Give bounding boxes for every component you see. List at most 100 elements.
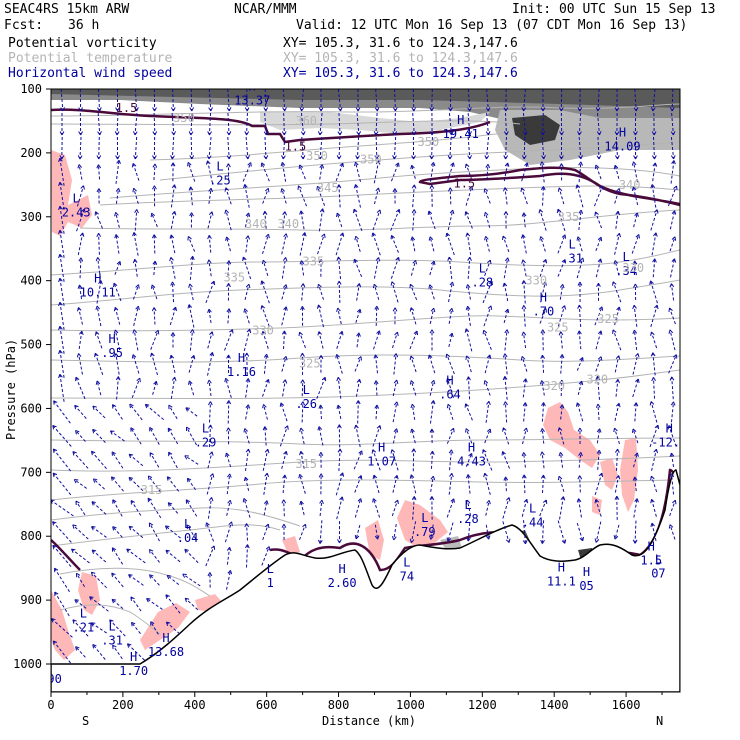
- extremum-value: .70: [533, 304, 555, 318]
- wind-vector: [260, 280, 270, 304]
- wind-vector: [669, 452, 675, 467]
- wind-vector: [484, 137, 490, 160]
- wind-vector: [447, 256, 453, 279]
- wind-vector: [428, 236, 435, 252]
- theta-contour-label: 345: [317, 181, 339, 195]
- wind-vector: [243, 428, 250, 444]
- x-tick-label: 1200: [468, 698, 497, 712]
- wind-vector: [540, 329, 546, 351]
- wind-vector: [521, 474, 527, 494]
- extremum-kind: H: [648, 540, 655, 554]
- wind-vector: [522, 402, 528, 422]
- theta-contour-label: 335: [223, 270, 245, 284]
- wind-vector: [263, 353, 269, 374]
- wind-vector: [335, 232, 345, 256]
- wind-vector: [96, 136, 102, 160]
- extremum-value: 90: [47, 672, 61, 686]
- extremum-marker: H1.07: [367, 441, 396, 469]
- wind-vector: [170, 184, 177, 208]
- wind-vector: [58, 349, 65, 378]
- wind-vector: [187, 162, 196, 182]
- wind-vector: [77, 136, 83, 160]
- wind-vector: [299, 210, 305, 230]
- wind-vector: [96, 232, 102, 255]
- extremum-value: .44: [522, 515, 544, 529]
- wind-vector: [185, 426, 197, 446]
- wind-vector: [150, 621, 159, 635]
- wind-vector: [243, 308, 250, 324]
- wind-vector: [411, 496, 417, 520]
- x-tick-label: 1000: [396, 698, 425, 712]
- wind-vector: [317, 233, 326, 255]
- wind-vector: [226, 354, 231, 374]
- extremum-marker: H.95: [101, 332, 123, 360]
- wind-vector: [390, 281, 399, 303]
- wind-vector: [670, 258, 677, 278]
- wind-vector: [614, 495, 620, 520]
- wind-vector: [483, 211, 491, 228]
- extremum-kind: H: [130, 650, 137, 664]
- wind-vector: [335, 212, 343, 228]
- wind-vector: [152, 89, 157, 112]
- wind-vector: [58, 229, 65, 258]
- wind-vector: [614, 112, 620, 136]
- extremum-value: 1.70: [119, 664, 148, 678]
- extremum-marker: L1: [267, 562, 274, 590]
- wind-vector: [170, 376, 177, 399]
- wind-vector: [373, 257, 381, 279]
- wind-vector: [595, 89, 601, 112]
- wind-vector: [75, 646, 86, 658]
- wind-vector: [448, 332, 454, 348]
- wind-vector: [208, 89, 213, 112]
- wind-vector: [651, 136, 657, 160]
- wind-vector: [226, 499, 232, 516]
- wind-vector: [633, 112, 638, 136]
- wind-vector: [132, 259, 138, 277]
- wind-vector: [392, 136, 397, 160]
- wind-vector: [298, 331, 306, 349]
- wind-vector: [94, 352, 104, 375]
- wind-vector: [244, 212, 251, 228]
- wind-vector: [76, 208, 86, 232]
- wind-vector: [649, 401, 658, 423]
- wind-vector: [429, 112, 435, 136]
- extremum-marker: L.31: [561, 237, 583, 265]
- wind-vector: [262, 404, 268, 420]
- extremum-kind: H: [583, 565, 590, 579]
- wind-vector: [576, 257, 585, 279]
- wind-vector: [557, 187, 565, 205]
- wind-vector: [111, 451, 124, 469]
- wind-vector: [78, 89, 83, 112]
- wind-vector: [114, 234, 120, 254]
- wind-vector: [557, 520, 567, 544]
- extremum-marker: L.31: [101, 619, 123, 647]
- wind-vector: [356, 283, 362, 301]
- wind-vector: [374, 89, 380, 112]
- extremum-kind: L: [73, 191, 80, 205]
- wind-vector: [90, 450, 107, 470]
- wind-vector: [467, 112, 472, 136]
- wind-vector: [224, 209, 232, 231]
- wind-vector: [372, 283, 380, 300]
- wind-vector: [280, 188, 287, 204]
- y-tick-label: 100: [20, 82, 42, 96]
- x-tick-label: 0: [47, 698, 54, 712]
- x-axis-label: Distance (km): [322, 714, 416, 728]
- wind-vector: [430, 475, 436, 492]
- wind-vector: [52, 448, 72, 472]
- wind-vector: [392, 401, 399, 423]
- wind-vector: [557, 475, 565, 492]
- theta-contour-label: 325: [597, 312, 619, 326]
- wind-vector: [392, 89, 398, 112]
- extremum-marker: L74: [400, 556, 414, 584]
- wind-vector: [148, 549, 160, 563]
- wind-vector: [207, 211, 214, 229]
- wind-vector: [504, 112, 509, 136]
- wind-vector: [281, 499, 287, 517]
- wind-vector: [650, 331, 658, 349]
- layer-wind-xy: XY= 105.3, 31.6 to 124.3,147.6: [283, 66, 518, 81]
- wind-vector: [354, 235, 361, 252]
- wind-vector: [58, 253, 65, 282]
- wind-vector: [558, 331, 564, 349]
- wind-vector: [52, 472, 72, 496]
